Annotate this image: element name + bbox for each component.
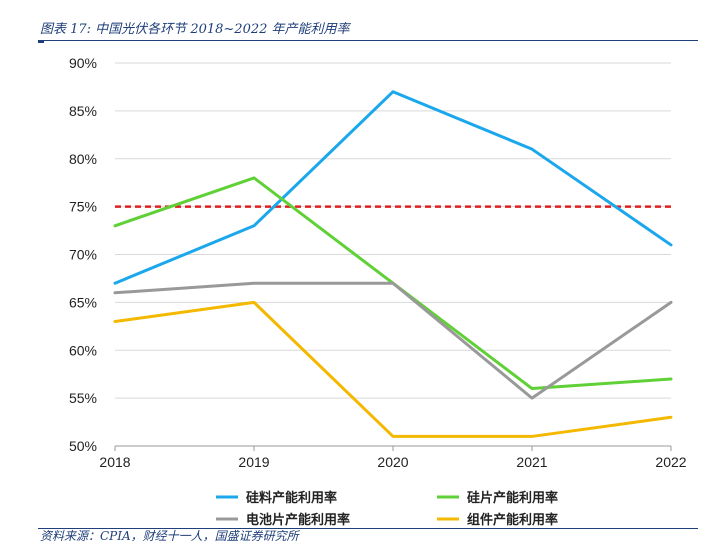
legend-label: 硅片产能利用率 (467, 490, 558, 506)
top-divider-marker (38, 40, 44, 43)
axes (114, 445, 672, 451)
bottom-divider (38, 528, 698, 529)
figure-title: 图表 17: 中国光伏各环节 2018~2022 年产能利用率 (40, 22, 350, 37)
y-tick-labels: 50% 55% 60% 65% 70% 75% 80% 85% 90% (69, 55, 97, 454)
grid-lines (115, 62, 671, 399)
y-tick-label: 85% (69, 103, 97, 119)
y-tick-label: 55% (69, 390, 97, 406)
series-line (113, 300, 673, 438)
source-note: 资料来源：CPIA，财经十一人，国盛证券研究所 (40, 529, 299, 543)
y-tick-label: 65% (69, 294, 97, 310)
x-tick-label: 2020 (377, 454, 408, 470)
legend-label: 硅料产能利用率 (246, 490, 337, 506)
x-tick-label: 2019 (238, 454, 269, 470)
x-tick-label: 2018 (99, 454, 130, 470)
x-tick-labels: 2018 2019 2020 2021 2022 (99, 454, 686, 470)
series-line (113, 90, 673, 285)
series-line (113, 281, 673, 400)
top-divider (38, 40, 698, 41)
x-tick-label: 2022 (655, 454, 686, 470)
y-tick-label: 90% (69, 55, 97, 71)
y-tick-label: 50% (69, 438, 97, 454)
y-tick-label: 75% (69, 199, 97, 215)
legend-label: 组件产能利用率 (467, 512, 558, 528)
y-tick-label: 60% (69, 342, 97, 358)
series-lines (113, 90, 673, 438)
y-tick-label: 70% (69, 247, 97, 263)
legend-label: 电池片产能利用率 (246, 512, 350, 528)
x-tick-label: 2021 (516, 454, 547, 470)
y-tick-label: 80% (69, 151, 97, 167)
